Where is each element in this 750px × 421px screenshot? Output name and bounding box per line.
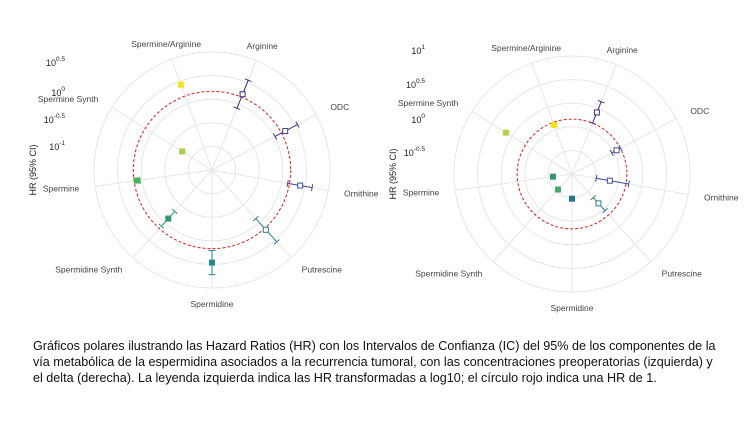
- category-label: Ornithine: [344, 188, 379, 198]
- radial-tick-label: 100: [51, 86, 65, 98]
- category-label: Arginine: [247, 41, 278, 51]
- error-bar-cap: [589, 121, 596, 125]
- category-label: Spermine/Arginine: [491, 43, 561, 53]
- error-bar-cap: [597, 99, 605, 104]
- hr-point: [177, 81, 184, 88]
- error-bar-cap: [311, 184, 314, 192]
- category-label: Arginine: [607, 45, 638, 55]
- grid-spoke: [171, 58, 213, 171]
- error-bar-cap: [244, 78, 252, 83]
- grid-spoke: [95, 169, 213, 187]
- category-label: Spermidine Synth: [55, 265, 122, 275]
- grid-spoke: [211, 169, 292, 259]
- hr-point: [549, 173, 556, 180]
- grid-spoke: [471, 111, 573, 175]
- category-label: Spermidine Synth: [415, 269, 482, 279]
- error-bar-cap: [286, 179, 289, 187]
- reference-circle: [516, 118, 628, 230]
- hr-point: [282, 128, 289, 135]
- radial-tick-label: 100.5: [46, 56, 65, 68]
- error-bar-cap: [590, 194, 597, 201]
- hr-point: [262, 226, 269, 233]
- error-bar-cap: [252, 215, 259, 222]
- category-label: Spermine: [43, 184, 80, 194]
- hr-point: [613, 147, 620, 154]
- y-axis-label: HR (95% CI): [388, 148, 398, 199]
- hr-point: [179, 148, 186, 155]
- error-bar-cap: [618, 144, 623, 152]
- category-label: Spermine Synth: [398, 98, 459, 108]
- error-bar-cap: [158, 223, 165, 229]
- category-label: Putrescine: [302, 265, 342, 275]
- error-bar-cap: [273, 239, 280, 245]
- error-bar-cap: [609, 149, 614, 157]
- reference-circle: [132, 90, 292, 250]
- hr-point: [134, 177, 141, 184]
- error-bar-cap: [171, 208, 178, 215]
- hr-point: [165, 215, 172, 222]
- category-label: Spermine: [403, 188, 440, 198]
- figure-caption: Gráficos polares ilustrando las Hazard R…: [33, 339, 716, 385]
- category-label: Spermidine: [191, 299, 234, 309]
- grid-spoke: [571, 118, 677, 175]
- hr-point: [297, 182, 304, 189]
- category-label: Ornithine: [704, 192, 739, 202]
- error-bar-cap: [272, 133, 278, 140]
- category-label: Putrescine: [662, 269, 702, 279]
- y-axis-label: HR (95% CI): [28, 144, 38, 195]
- grid-spoke: [571, 173, 652, 263]
- grid-spoke: [211, 60, 257, 171]
- category-label: ODC: [330, 102, 349, 112]
- category-label: Spermidine: [551, 303, 594, 313]
- error-bar-cap: [233, 106, 241, 111]
- category-label: Spermine/Arginine: [131, 39, 201, 49]
- error-bar-cap: [595, 174, 598, 182]
- radial-tick-label: 10-0.5: [404, 146, 426, 158]
- hr-point: [502, 129, 509, 136]
- grid-spoke: [531, 62, 573, 175]
- radial-tick-label: 101: [411, 44, 425, 56]
- polar-charts-figure: Arginine ODC Ornithine Putrescine Spermidine…: [28, 39, 739, 313]
- radial-tick-label: 10-0.5: [44, 113, 66, 125]
- hr-point: [555, 186, 562, 193]
- hr-point: [239, 91, 246, 98]
- category-label: Spermine Synth: [38, 94, 99, 104]
- radial-tick-label: 100: [411, 113, 425, 125]
- polar-chart-right: Arginine ODC Ornithine Putrescine Spermidine…: [388, 43, 739, 313]
- hr-point: [569, 195, 575, 202]
- radial-tick-label: 10-1: [49, 140, 65, 152]
- polar-chart-left: Arginine ODC Ornithine Putrescine Spermidine…: [28, 39, 379, 309]
- hr-point: [551, 122, 558, 129]
- radial-tick-label: 100.5: [406, 78, 425, 90]
- grid-spoke: [571, 173, 689, 195]
- category-label: ODC: [690, 106, 709, 116]
- hr-point: [606, 177, 613, 184]
- error-bar-cap: [627, 180, 630, 188]
- hr-point: [209, 259, 215, 266]
- grid-spoke: [111, 107, 213, 171]
- hr-point: [595, 200, 602, 207]
- error-bar-cap: [602, 207, 608, 214]
- error-bar-cap: [295, 121, 300, 128]
- hr-point: [593, 109, 600, 116]
- grid-spoke: [211, 114, 317, 171]
